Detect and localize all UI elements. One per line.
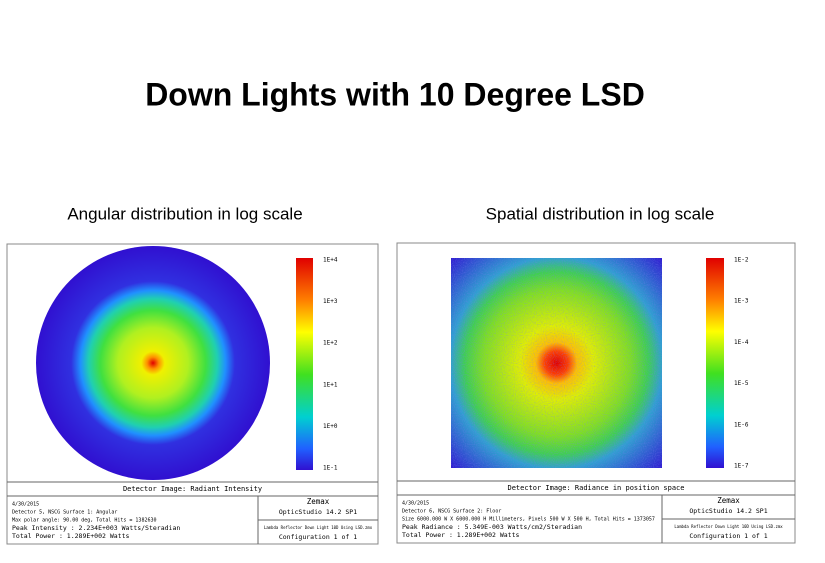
file-name: Lambda Reflector Down Light 10D Using LS…: [264, 525, 373, 530]
info-line: Detector 6, NSCG Surface 2: Floor: [402, 509, 501, 515]
detector-caption: Detector Image: Radiant Intensity: [123, 485, 262, 493]
software: OpticStudio 14.2 SP1: [689, 507, 767, 515]
colorbar-label: 1E+2: [323, 340, 338, 347]
colorbar-label: 1E-3: [734, 298, 749, 305]
colorbar: [706, 258, 724, 468]
radiance-noise: [451, 258, 662, 468]
colorbar-label: 1E+3: [323, 298, 338, 305]
info-line: Max polar angle: 90.00 deg, Total Hits =…: [12, 518, 157, 524]
info-line: Peak Intensity : 2.234E+003 Watts/Sterad…: [12, 524, 180, 532]
brand: Zemax: [717, 496, 740, 505]
info-line: Total Power : 1.289E+002 Watts: [402, 531, 519, 539]
detector-caption: Detector Image: Radiance in position spa…: [507, 484, 684, 492]
software: OpticStudio 14.2 SP1: [279, 508, 357, 516]
brand: Zemax: [307, 497, 330, 506]
file-name: Lambda Reflector Down Light 10D Using LS…: [674, 524, 783, 529]
colorbar: [296, 258, 313, 470]
colorbar-label: 1E-6: [734, 421, 749, 428]
info-line: Peak Radiance : 5.349E-003 Watts/cm2/Ste…: [402, 523, 582, 531]
colorbar-label: 1E+1: [323, 381, 338, 388]
colorbar-label: 1E-4: [734, 339, 749, 346]
info-line: 4/30/2015: [12, 502, 39, 508]
slide-title: Down Lights with 10 Degree LSD: [145, 76, 645, 112]
colorbar-label: 1E-7: [734, 463, 749, 470]
colorbar-label: 1E+4: [323, 257, 338, 264]
colorbar-label: 1E-2: [734, 257, 749, 264]
configuration: Configuration 1 of 1: [279, 533, 357, 541]
info-line: Detector 5, NSCG Surface 1: Angular: [12, 510, 117, 516]
info-line: Size 6000.000 W X 6000.000 H Millimeters…: [402, 517, 655, 523]
colorbar-label: 1E+0: [323, 423, 338, 430]
panel-heading: Spatial distribution in log scale: [486, 204, 715, 223]
panel-heading: Angular distribution in log scale: [67, 204, 302, 223]
colorbar-label: 1E-5: [734, 380, 749, 387]
intensity-map: [36, 246, 270, 480]
configuration: Configuration 1 of 1: [689, 532, 767, 540]
colorbar-label: 1E-1: [323, 465, 338, 472]
info-line: 4/30/2015: [402, 501, 429, 507]
info-line: Total Power : 1.289E+002 Watts: [12, 532, 129, 540]
